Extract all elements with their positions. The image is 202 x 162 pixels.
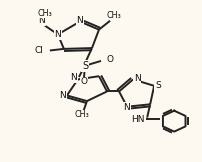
Text: N: N	[55, 30, 61, 39]
Text: N: N	[70, 73, 77, 82]
Text: CH₃: CH₃	[75, 110, 89, 119]
Text: N: N	[38, 16, 45, 25]
Text: N: N	[134, 74, 140, 83]
Text: N: N	[77, 16, 83, 25]
Text: O: O	[106, 55, 113, 64]
Text: O: O	[80, 77, 87, 86]
Text: N: N	[59, 91, 66, 100]
Text: S: S	[82, 61, 88, 71]
Text: CH₃: CH₃	[37, 9, 52, 17]
Text: S: S	[155, 81, 161, 90]
Text: N: N	[123, 103, 130, 112]
Text: HN: HN	[131, 115, 145, 124]
Text: Cl: Cl	[35, 46, 44, 55]
Text: CH₃: CH₃	[107, 11, 121, 20]
